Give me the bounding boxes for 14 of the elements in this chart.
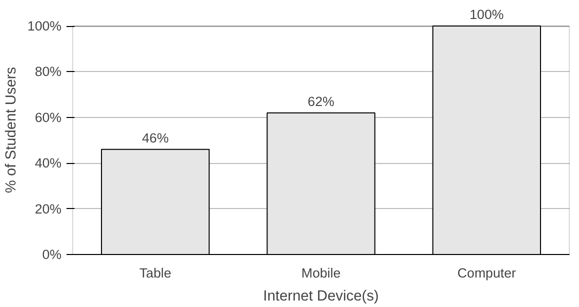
- y-tick-label: 80%: [34, 64, 62, 80]
- y-tick-label: 20%: [34, 201, 62, 216]
- x-tick-label: Computer: [457, 266, 516, 280]
- y-tick-label: 100%: [27, 18, 62, 34]
- y-tick-label: 60%: [34, 110, 62, 125]
- x-tick-label: Table: [139, 266, 172, 280]
- x-tick-label: Mobile: [301, 266, 341, 280]
- y-tick-label: 40%: [34, 156, 62, 171]
- y-axis-title: % of Student Users: [3, 66, 20, 194]
- data-label: 62%: [308, 94, 334, 109]
- x-axis-title: Internet Device(s): [263, 288, 379, 304]
- y-tick-label: 0%: [42, 247, 62, 262]
- data-label: 100%: [470, 7, 504, 22]
- data-label: 46%: [142, 130, 169, 146]
